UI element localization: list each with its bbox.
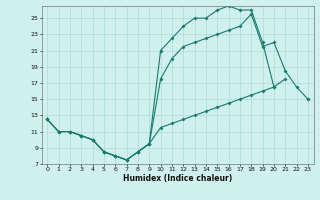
X-axis label: Humidex (Indice chaleur): Humidex (Indice chaleur)	[123, 174, 232, 183]
